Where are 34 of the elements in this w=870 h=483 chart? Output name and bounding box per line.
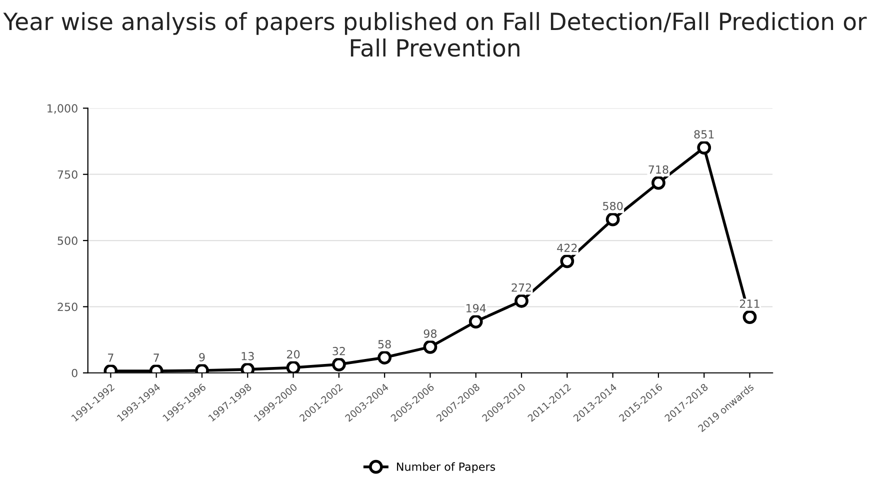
y-tick-label: 750: [58, 170, 78, 179]
point: [560, 254, 574, 268]
data-label: 211: [740, 300, 760, 308]
y-tick-label: 0: [72, 368, 78, 378]
data-label: 272: [512, 283, 531, 292]
data-label: 851: [694, 130, 714, 139]
point: [378, 350, 392, 364]
point: [606, 212, 620, 226]
point: [286, 360, 300, 373]
data-label: 32: [332, 346, 345, 356]
legend-label: Number of Papers: [397, 462, 496, 474]
data-label: 9: [199, 352, 205, 362]
point: [697, 140, 712, 155]
point: [742, 310, 757, 324]
point: [468, 314, 483, 328]
data-label: 422: [557, 244, 577, 252]
data-label: 58: [378, 340, 391, 348]
y-tick-label: 1,000: [48, 104, 78, 114]
point: [652, 176, 666, 190]
point: [240, 362, 255, 373]
data-label: 20: [287, 350, 300, 358]
data-label: 7: [108, 354, 114, 362]
point: [423, 340, 438, 354]
data-label: 194: [466, 304, 486, 312]
y-tick-label: 250: [58, 302, 78, 312]
data-label: 718: [648, 165, 668, 174]
point: [332, 357, 346, 372]
data-label: 98: [424, 329, 437, 338]
point: [514, 294, 528, 308]
data-label: 13: [242, 352, 254, 360]
data-label: 580: [603, 202, 623, 210]
y-tick-label: 500: [58, 236, 78, 245]
data-label: 7: [154, 354, 159, 362]
chart-title: Year wise analysis of papers published on Fall Detection/Fall Prediction or Fall Prevention: [3, 12, 867, 57]
